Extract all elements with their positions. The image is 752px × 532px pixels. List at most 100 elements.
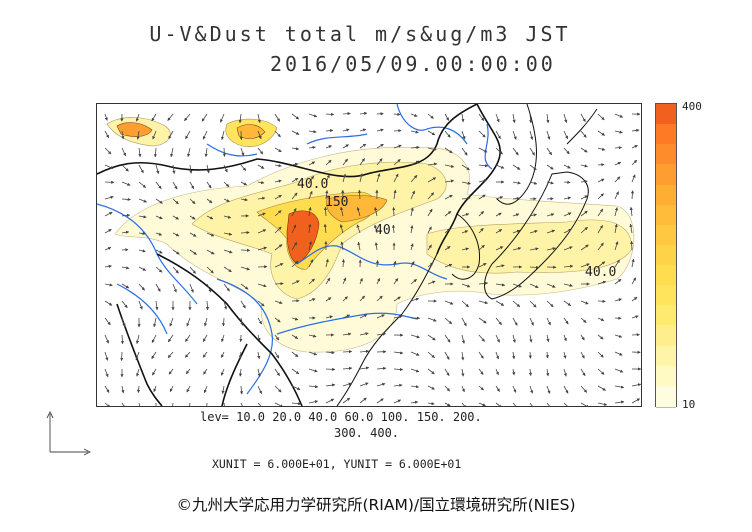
wind-vector [291,130,300,135]
wind-vector [221,334,225,343]
wind-vector [546,368,550,377]
wind-vector [512,351,516,360]
wind-vector [240,300,246,309]
wind-vector [630,240,634,251]
wind-vector [374,242,378,251]
wind-vector [151,113,157,122]
wind-vector [155,215,163,220]
wind-vector [221,130,225,141]
wind-vector [202,334,208,342]
wind-vector [529,113,533,124]
wind-vector [444,147,453,154]
wind-vector [563,334,567,342]
wind-vector [580,334,585,341]
wind-vector [274,334,280,341]
contour-label-40b: 40 [375,223,391,238]
wind-vector [478,300,489,305]
map-title: U-V&Dust total m/s&ug/m3 JST [149,22,571,46]
wind-vector [512,229,521,234]
wind-vector [189,198,196,204]
wind-vector [580,385,588,393]
wind-vector [136,334,140,344]
wind-vector [202,351,208,358]
wind-vector [155,266,163,273]
wind-vector [104,195,114,200]
wind-vector [563,317,569,325]
wind-vector [546,334,550,343]
wind-vector [631,145,638,149]
wind-vector [135,351,140,361]
wind-vector [410,297,420,302]
wind-vector [597,280,607,285]
wind-vector [529,265,540,270]
wind-vector [495,264,505,268]
colorbar-max-label: 400 [682,100,702,113]
wind-vector [495,351,500,360]
wind-vector [202,130,208,140]
wind-vector [512,385,517,393]
wind-vector [359,158,365,166]
wind-vector [238,368,243,377]
wind-vector [614,113,624,118]
wind-vector [104,147,112,155]
wind-vector [135,113,140,122]
wind-vector [410,190,415,200]
wind-vector [169,385,174,393]
wind-vector [391,224,396,234]
wind-vector [597,402,608,406]
wind-vector [240,266,250,271]
wind-vector [291,351,299,358]
wind-vector [597,385,606,391]
wind-vector [410,175,418,183]
colorbar-min-label: 10 [682,398,696,411]
wind-vector [614,161,622,166]
wind-vector [597,130,606,136]
wind-vector [393,296,401,302]
wind-vector [461,385,465,393]
wind-vector [325,350,335,355]
wind-vector [376,382,386,387]
wind-vector [444,113,450,121]
wind-vector [325,145,332,149]
wind-vector [342,350,353,354]
wind-vector [153,385,157,393]
colorbar-band [656,104,676,126]
wind-vector [546,300,554,308]
wind-vector [359,143,367,149]
wind-vector [410,400,419,404]
wind-vector [444,130,451,138]
wind-vector [529,230,538,234]
wind-vector [580,226,588,234]
wind-vector [461,181,471,185]
wind-vector [563,402,571,406]
wind-vector [223,215,232,219]
wind-vector [512,147,519,156]
wind-vector [529,317,534,326]
wind-vector [291,334,299,339]
wind-vector [274,194,282,200]
colorbar-band [656,305,676,327]
wind-vector [495,229,503,234]
wind-vector [444,368,450,377]
wind-vector [359,295,365,302]
wind-vector [495,385,500,392]
wind-vector [597,334,604,340]
wind-vector [630,190,635,200]
wind-vector [495,317,502,326]
wind-vector [546,181,554,185]
wind-vector [291,147,300,151]
wind-vector [359,173,363,183]
wind-vector [138,164,144,174]
wind-vector [240,402,243,406]
wind-vector [529,385,534,394]
wind-vector [189,266,196,274]
wind-vector [308,206,312,217]
wind-vector [597,368,605,375]
wind-vector [614,334,623,338]
wind-vector [308,278,315,285]
wind-vector [376,173,381,183]
colorbar-band [656,385,676,408]
wind-vector [512,368,516,376]
wind-vector [308,175,315,183]
wind-vector [223,266,232,273]
